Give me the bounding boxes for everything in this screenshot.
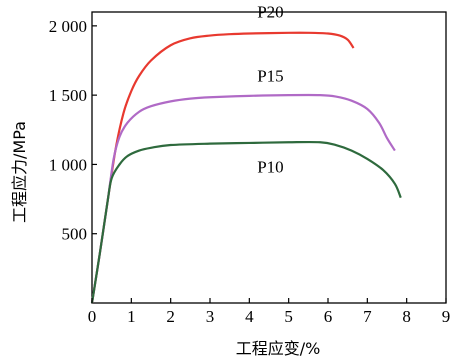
x-tick-label: 2	[166, 307, 175, 326]
x-tick-label: 9	[442, 307, 450, 326]
y-tick-label: 1 500	[49, 86, 87, 105]
x-tick-label: 5	[284, 307, 293, 326]
tick-layer: 0 1 2 3 4 5 6 7 8 9 500 1 000 1 500 2 000	[49, 17, 450, 326]
series-line-p20	[90, 31, 355, 304]
series-line-p10	[90, 140, 402, 304]
x-axis-title: 工程应变/%	[236, 339, 321, 358]
y-tick-label: 500	[62, 225, 88, 244]
x-tick-label: 4	[245, 307, 254, 326]
x-tick-label: 3	[206, 307, 215, 326]
series-label-p20: P20	[257, 3, 283, 22]
y-axis-title: 工程应力/MPa	[10, 121, 29, 223]
plot-area-frame	[91, 11, 447, 304]
y-tick-label: 2 000	[49, 17, 87, 36]
x-tick-label: 8	[402, 307, 411, 326]
x-tick-label: 6	[324, 307, 333, 326]
x-tick-label: 1	[127, 307, 136, 326]
series-label-p15: P15	[257, 66, 283, 85]
series-label-p10: P10	[257, 158, 283, 177]
x-tick-label: 0	[88, 307, 97, 326]
series-line-p15	[90, 93, 396, 304]
series-layer: P20 P15 P10	[90, 3, 402, 304]
x-tick-label: 7	[363, 307, 372, 326]
y-tick-label: 1 000	[49, 155, 87, 174]
